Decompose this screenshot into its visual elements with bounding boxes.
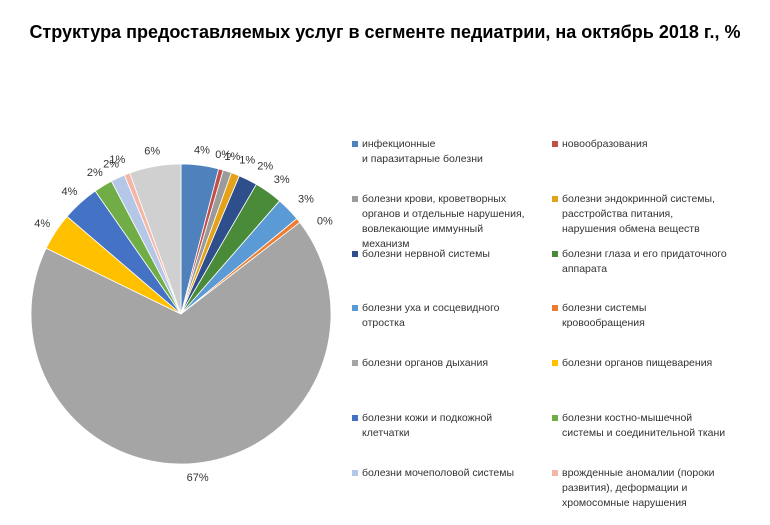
- legend-label: болезни эндокринной системы, расстройств…: [562, 193, 715, 235]
- pie-slice: [129, 163, 182, 315]
- legend-label: болезни глаза и его придаточного аппарат…: [562, 248, 727, 275]
- chart-title: Структура предоставляемых услуг в сегмен…: [29, 22, 741, 42]
- pie-slices: [30, 163, 332, 465]
- legend-label: болезни крови, кроветворных органов и от…: [362, 193, 525, 250]
- legend-label: врожденные аномалии (пороки развития), д…: [562, 467, 715, 509]
- legend-label: болезни органов дыхания: [362, 357, 488, 369]
- slice-percentage-label: 4%: [34, 218, 50, 230]
- legend-swatch: [552, 141, 558, 147]
- legend-swatch: [552, 360, 558, 366]
- legend-swatch: [552, 196, 558, 202]
- legend-swatch: [352, 196, 358, 202]
- slice-percentage-label: 67%: [187, 472, 209, 484]
- legend-label: болезни уха и сосцевидного отростка: [362, 302, 500, 329]
- slice-percentage-label: 3%: [298, 193, 314, 205]
- legend-swatch: [352, 470, 358, 476]
- slice-percentage-label: 1%: [224, 151, 240, 163]
- legend-swatch: [352, 251, 358, 257]
- slice-percentage-label: 6%: [144, 146, 160, 158]
- legend-label: болезни мочеполовой системы: [362, 467, 515, 479]
- slice-percentage-label: 1%: [239, 154, 255, 166]
- legend-label: болезни кожи и подкожной клетчатки: [362, 412, 493, 439]
- legend-swatch: [552, 305, 558, 311]
- slice-percentage-label: 4%: [194, 144, 210, 156]
- legend-label: болезни нервной системы: [362, 248, 490, 260]
- slice-percentage-label: 0%: [317, 216, 333, 228]
- legend-swatch: [552, 251, 558, 257]
- slice-percentage-label: 0%: [215, 149, 231, 161]
- legend-label: болезни системы кровообращения: [562, 302, 647, 329]
- legend-swatch: [352, 360, 358, 366]
- legend-swatch: [352, 415, 358, 421]
- percentage-labels: 4% 0%1%1%2%3%3%0%67%4%4%2%2%1%6%: [34, 144, 333, 484]
- legend-swatch: [352, 305, 358, 311]
- legend-label: новообразования: [562, 138, 648, 150]
- slice-percentage-label: 3%: [274, 174, 290, 186]
- pie-slice: [30, 221, 332, 465]
- legend-label: инфекционные и паразитарные болезни: [362, 138, 483, 165]
- slice-percentage-label: 1%: [109, 154, 125, 166]
- slice-percentage-label: 2%: [257, 161, 273, 173]
- legend-swatch: [552, 470, 558, 476]
- legend-label: болезни органов пищеварения: [562, 357, 713, 369]
- legend-swatch: [352, 141, 358, 147]
- slice-percentage-label: 2%: [103, 158, 119, 170]
- slice-percentage-label: 4%: [62, 186, 78, 198]
- legend-label: болезни костно-мышечной системы и соедин…: [562, 412, 726, 439]
- slice-percentage-label: 2%: [87, 167, 103, 179]
- legend-swatch: [552, 415, 558, 421]
